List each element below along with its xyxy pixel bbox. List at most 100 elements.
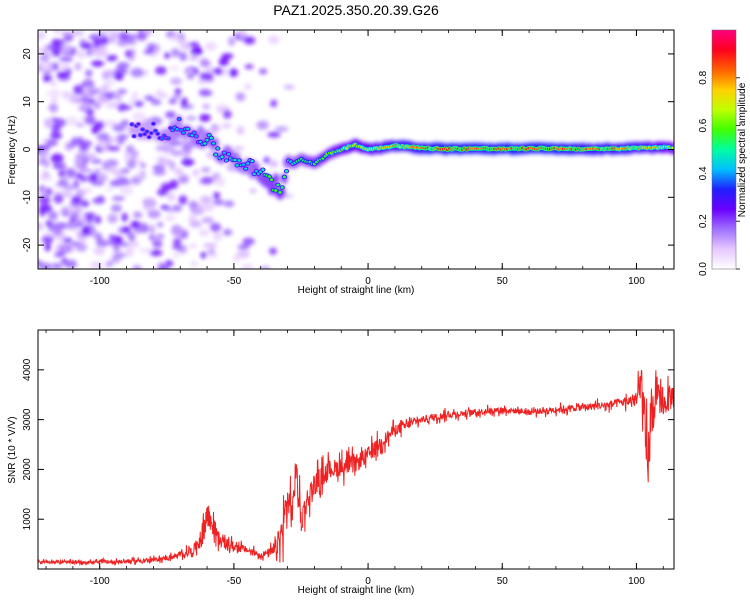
spectrogram-noise-blob (104, 80, 116, 85)
spectrogram-noise-blob (148, 43, 155, 53)
snr-panel: -100 -50 0 50 100 1000 2000 3000 4000 Height of … (7, 329, 675, 596)
spectrogram-noise-blob (117, 88, 128, 95)
spectrogram-noise-blob (147, 209, 161, 219)
spectrogram-noise-blob (52, 262, 63, 269)
spectrogram-ridge-core (192, 131, 196, 134)
spectrogram-noise-blob (205, 66, 213, 74)
spectrogram-noise-blob (209, 222, 222, 233)
spectrogram-noise-blob (198, 88, 212, 97)
spectrogram-ridge-core (207, 133, 211, 137)
spectrogram-noise-blob (43, 118, 51, 128)
colorbar-tick-label: 0.6 (698, 118, 709, 132)
spectrogram-ridge-core (226, 152, 231, 156)
spectrogram-noise-blob (39, 54, 50, 63)
spectrogram-noise-blob (139, 248, 153, 253)
snr-frame (37, 329, 675, 570)
spectrogram-noise-blob (152, 239, 163, 248)
spectrogram-noise-blob (149, 249, 163, 257)
spectrogram-noise-blob (108, 32, 121, 40)
spectrogram-noise-blob (188, 215, 197, 223)
spectrogram-ridge-core (214, 153, 218, 156)
spectrogram-ridge-core (261, 168, 265, 172)
spectrogram-noise-blob (213, 198, 224, 206)
spectrogram-noise-blob (171, 227, 186, 237)
spectrogram-noise-blob (185, 116, 197, 121)
spectrogram-noise-blob (244, 83, 252, 90)
spectrogram-noise-blob (199, 195, 213, 203)
spectrogram-noise-blob (48, 103, 59, 113)
spectrogram-noise-blob (233, 254, 240, 263)
snr-y-tick-label: 1000 (22, 508, 33, 531)
spectrogram-noise-blob (269, 247, 277, 255)
spectrogram-noise-blob (207, 252, 218, 259)
spectrogram-ridge-core (138, 133, 143, 137)
spectrogram-noise-blob (52, 39, 66, 45)
spectrogram-noise-blob (105, 260, 114, 268)
spectrogram-ridge-core (237, 159, 241, 162)
spectrogram-noise-blob (98, 44, 107, 53)
spectrogram-ridge-core (211, 142, 216, 145)
spectrogram-noise-blob (76, 136, 85, 147)
spectrogram-noise-blob (47, 210, 58, 221)
spectrogram-noise-blob (197, 79, 207, 85)
spectrogram-noise-blob (120, 242, 130, 247)
spectrogram-noise-blob (65, 68, 72, 74)
spectrogram-noise-blob (199, 113, 211, 122)
spectrogram-noise-blob (45, 188, 53, 196)
spectrogram-ridge-core (141, 128, 145, 131)
spectrogram-noise-blob (79, 39, 87, 45)
spectrogram-noise-blob (157, 263, 170, 269)
spectrogram-noise-blob (38, 222, 44, 231)
spectrogram-noise-blob (236, 249, 250, 259)
spectrogram-noise-blob (88, 87, 102, 95)
spectrogram-noise-blob (104, 119, 119, 127)
spectrogram-ridge-core (177, 117, 181, 121)
spectrogram-noise-blob (200, 176, 214, 185)
spectrogram-noise-blob (114, 235, 123, 244)
spectrogram-noise-blob (213, 191, 221, 200)
spectrogram-noise-blob (180, 97, 188, 108)
spectrogram-noise-blob (200, 251, 207, 259)
spectrogram-noise-blob (43, 232, 55, 237)
spectrogram-noise-blob (89, 261, 103, 269)
spectrogram-noise-blob (143, 50, 154, 55)
spectrogram-noise-blob (174, 245, 185, 251)
spectrogram-noise-blob (109, 102, 120, 107)
spectrogram-noise-blob (44, 44, 55, 50)
spectrogram-noise-blob (178, 39, 189, 48)
spectrogram-noise-blob (93, 247, 106, 256)
spectrogram-noise-blob (239, 30, 247, 38)
spectrogram-noise-blob (50, 123, 61, 134)
spectrogram-ridge-core (224, 159, 228, 162)
spectrogram-ridge-core (153, 129, 158, 133)
snr-background (38, 330, 674, 569)
colorbar-ticks: 0.0 0.2 0.4 0.6 0.8 (698, 70, 740, 276)
spectrogram-noise-blob (200, 167, 211, 173)
snr-y-tick-label: 4000 (22, 358, 33, 381)
spectrogram-noise-blob (188, 41, 200, 48)
colorbar: 0.0 0.2 0.4 0.6 0.8 Normalized spectral ampl… (698, 29, 748, 276)
spectrogram-ridge-core (220, 155, 224, 159)
spectrogram-ridge-core (179, 128, 183, 132)
spectrogram-noise-blob (201, 216, 215, 224)
spectrogram-noise-blob (258, 68, 268, 75)
spectrogram-noise-blob (53, 225, 63, 236)
spectrogram-noise-blob (222, 228, 233, 236)
snr-series-line (38, 369, 674, 567)
spectrogram-noise-blob (91, 60, 105, 68)
spectrogram-noise-blob (43, 69, 53, 75)
spectrogram-noise-blob (200, 60, 211, 67)
snr-x-tick-label: 100 (628, 576, 645, 587)
spectrogram-noise-blob (178, 195, 188, 205)
spectrogram-noise-blob (158, 157, 165, 167)
spectrogram-noise-blob (110, 204, 122, 213)
spectrogram-x-tick-label: 0 (365, 276, 371, 287)
spectrogram-noise-blob (249, 188, 257, 194)
spectrogram-ridge-core (233, 158, 237, 162)
spectrogram-noise-blob (120, 119, 130, 127)
spectrogram-noise-blob (113, 170, 125, 178)
spectrogram-noise-blob (102, 74, 110, 80)
spectrogram-noise-blob (87, 152, 97, 161)
